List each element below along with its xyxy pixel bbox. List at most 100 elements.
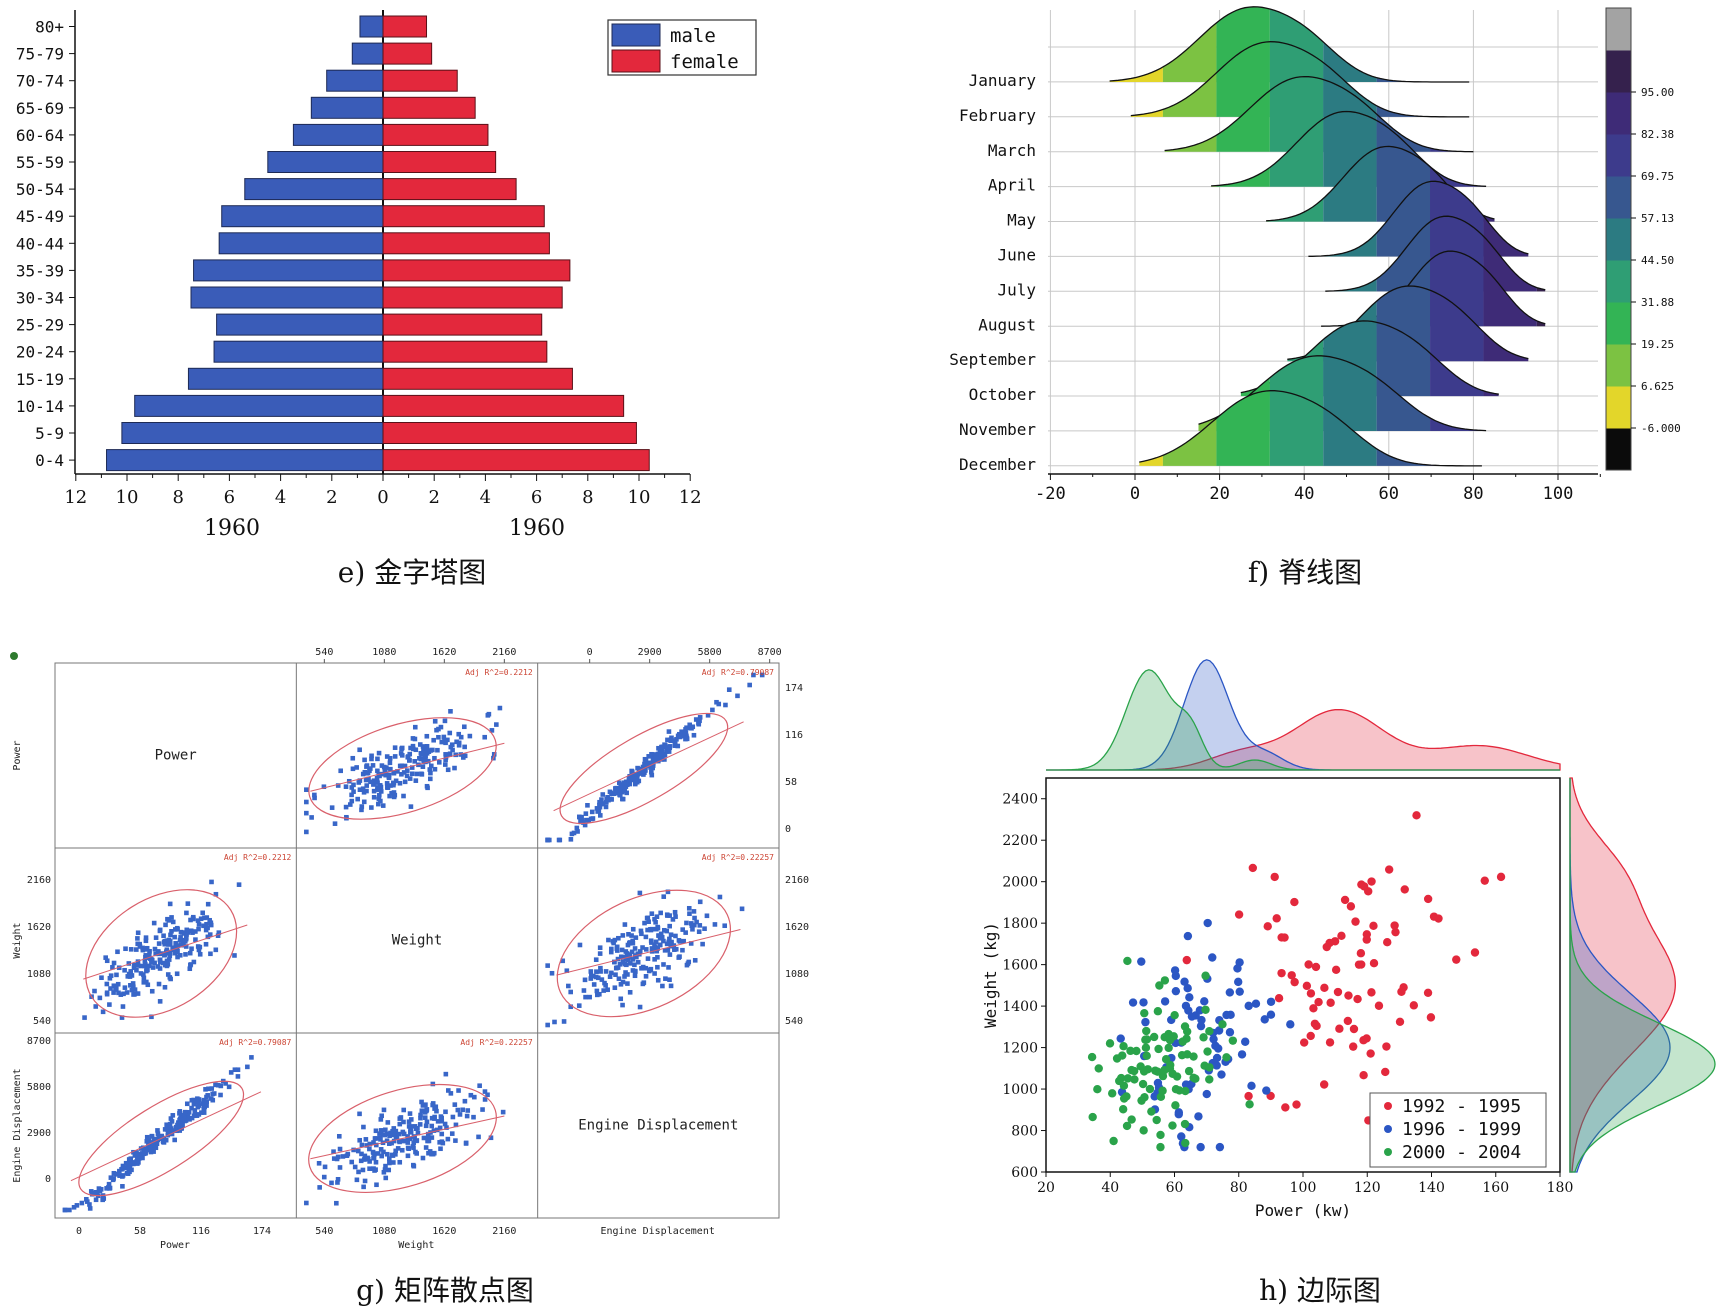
- matrix-point: [131, 1149, 136, 1155]
- matrix-point: [428, 748, 433, 753]
- matrix-point: [482, 1089, 488, 1094]
- matrix-point: [627, 781, 633, 787]
- scatter-point: [1205, 1075, 1214, 1084]
- matrix-point: [413, 1149, 418, 1155]
- matrix-point: [482, 734, 488, 740]
- ridge-line-December: [1139, 390, 1482, 467]
- matrix-point: [208, 920, 214, 926]
- adj-r2-label: Adj R^2=0.79087: [702, 668, 774, 677]
- colorbar-label: 44.50: [1641, 254, 1674, 267]
- matrix-point: [191, 1113, 197, 1119]
- scatter-point: [1140, 1008, 1149, 1018]
- matrix-point: [440, 1140, 446, 1146]
- fit-line: [553, 721, 744, 812]
- matrix-point: [445, 767, 451, 773]
- bottom-tick-weight: 1620: [432, 1226, 456, 1237]
- scatter-point: [1199, 1033, 1208, 1042]
- matrix-point: [697, 718, 702, 724]
- matrix-point: [119, 1015, 125, 1020]
- matrix-point: [115, 981, 121, 987]
- matrix-point: [587, 994, 592, 1000]
- matrix-point: [137, 944, 143, 949]
- matrix-point: [184, 910, 189, 916]
- scatter-point: [1168, 1121, 1177, 1130]
- matrix-point: [429, 1135, 435, 1140]
- x-tick-label: 40: [1101, 1180, 1119, 1196]
- matrix-point: [667, 936, 672, 942]
- matrix-point: [156, 941, 162, 946]
- matrix-point: [354, 765, 359, 770]
- matrix-point: [146, 1147, 152, 1152]
- matrix-point: [457, 1112, 463, 1117]
- matrix-point: [107, 1002, 112, 1007]
- matrix-point: [401, 770, 407, 775]
- matrix-point: [735, 693, 740, 699]
- colorbar-segment: [1606, 386, 1631, 429]
- bottom-label-power: Power: [160, 1240, 190, 1251]
- matrix-point: [189, 1097, 195, 1103]
- confidence-ellipse: [556, 889, 732, 1018]
- left-tick-engine: 8700: [27, 1036, 51, 1047]
- matrix-point: [387, 755, 393, 761]
- matrix-point: [657, 935, 663, 941]
- matrix-point: [425, 1136, 431, 1141]
- scatter-point: [1480, 876, 1489, 885]
- scatter-cell: Adj R^2=0.79087: [62, 1038, 292, 1213]
- male-bar-20-24: [213, 340, 384, 363]
- ridge-line-June: [1308, 180, 1529, 257]
- matrix-point: [165, 972, 171, 977]
- matrix-point: [690, 926, 695, 932]
- matrix-point: [393, 1132, 399, 1138]
- x-tick-label: 60: [1166, 1180, 1184, 1196]
- matrix-point: [177, 937, 183, 943]
- matrix-point: [147, 948, 152, 954]
- x-tick-label: 180: [1547, 1180, 1574, 1196]
- matrix-point: [653, 939, 659, 945]
- matrix-point: [637, 949, 643, 954]
- matrix-point: [680, 947, 685, 953]
- scatter-point: [1122, 1092, 1131, 1101]
- matrix-point: [588, 969, 594, 974]
- colorbar-segment: [1606, 50, 1631, 93]
- scatter-point: [1309, 1004, 1318, 1013]
- matrix-point: [427, 1149, 433, 1154]
- matrix-point: [658, 910, 663, 916]
- matrix-point: [657, 942, 663, 948]
- colorbar-segment: [1606, 8, 1631, 51]
- scatter-point: [1116, 1034, 1125, 1043]
- matrix-point: [662, 948, 668, 953]
- caption-e: e) 金字塔图: [338, 556, 486, 589]
- matrix-point: [500, 1109, 506, 1115]
- matrix-point: [360, 771, 366, 777]
- caption-f: f) 脊线图: [1248, 556, 1362, 589]
- matrix-point: [453, 1122, 459, 1128]
- matrix-point: [677, 939, 683, 944]
- x-tick-label: 80: [1230, 1180, 1248, 1196]
- matrix-point: [596, 808, 602, 814]
- matrix-point: [249, 1055, 254, 1060]
- matrix-point: [617, 788, 623, 794]
- scatter-point: [1333, 987, 1343, 997]
- matrix-point: [126, 961, 132, 966]
- matrix-point: [697, 899, 703, 905]
- matrix-point: [104, 1186, 109, 1191]
- matrix-point: [196, 947, 202, 953]
- matrix-point: [369, 753, 374, 759]
- matrix-point: [331, 1149, 336, 1154]
- matrix-point: [367, 1141, 373, 1147]
- matrix-point: [98, 1187, 104, 1192]
- scatter-point: [1200, 1061, 1209, 1070]
- matrix-point: [681, 938, 686, 944]
- ridge-line-April: [1211, 110, 1487, 187]
- matrix-point: [359, 804, 365, 809]
- matrix-point: [399, 746, 404, 752]
- matrix-point: [373, 1159, 379, 1165]
- matrix-point: [405, 1145, 411, 1151]
- matrix-point: [143, 954, 148, 960]
- matrix-point: [71, 1205, 77, 1210]
- matrix-point: [123, 1160, 129, 1166]
- matrix-point: [235, 1067, 241, 1073]
- matrix-point: [215, 1082, 221, 1088]
- matrix-point: [363, 777, 369, 783]
- matrix-point: [613, 972, 618, 977]
